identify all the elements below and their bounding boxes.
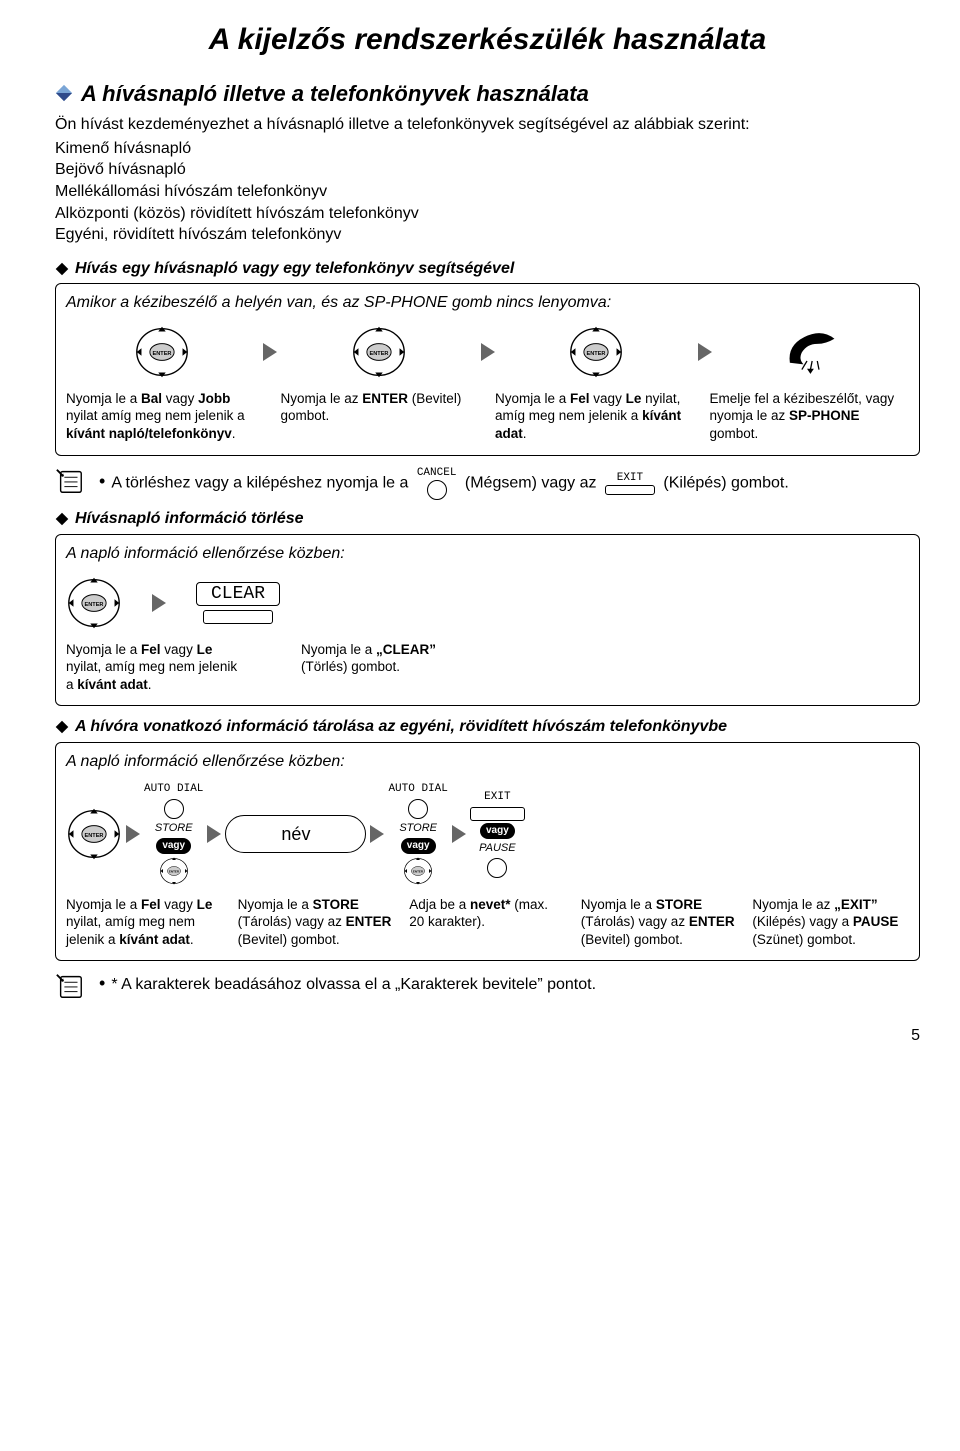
navpad-icon bbox=[154, 856, 194, 886]
navpad-icon bbox=[568, 324, 624, 380]
phonebook-list: Kimenő hívásnapló Bejövő hívásnapló Mell… bbox=[55, 138, 920, 246]
name-entry-oval: név bbox=[225, 815, 366, 853]
list-item: Bejövő hívásnapló bbox=[55, 159, 920, 181]
note-2-text: •* A karakterek beadásához olvassa el a … bbox=[99, 971, 920, 996]
sub-title-3: A hívóra vonatkozó információ tárolása a… bbox=[55, 716, 920, 738]
softkey-blank-icon bbox=[203, 610, 273, 624]
autodial-button-icon bbox=[164, 799, 184, 819]
store-label: STORE bbox=[155, 821, 193, 836]
sub-title-2: Hívásnapló információ törlése bbox=[55, 508, 920, 530]
caption: Nyomja le a Fel vagy Le nyilat, amíg meg… bbox=[495, 390, 695, 443]
caption: Nyomja le a Fel vagy Le nyilat, amíg meg… bbox=[66, 641, 246, 694]
arrow-icon bbox=[698, 343, 712, 361]
diamond-black-icon bbox=[55, 720, 69, 734]
sub-title-1: Hívás egy hívásnapló vagy egy telefonkön… bbox=[55, 258, 920, 280]
note-1-text: •A törléshez vagy a kilépéshez nyomja le… bbox=[99, 466, 920, 501]
or-label: vagy bbox=[401, 838, 436, 854]
step-icons-1 bbox=[66, 324, 909, 380]
autodial-label: AUTO DIAL bbox=[144, 782, 203, 797]
navpad-icon bbox=[66, 806, 122, 862]
section-intro: Ön hívást kezdeményezhet a hívásnapló il… bbox=[55, 114, 920, 136]
procedure-box-1: Amikor a kézibeszélő a helyén van, és az… bbox=[55, 283, 920, 455]
exit-key-icon bbox=[605, 485, 655, 495]
box-head-2: A napló információ ellenőrzése közben: bbox=[66, 543, 909, 565]
caption: Nyomja le az „EXIT” (Kilépés) vagy a PAU… bbox=[752, 896, 909, 949]
cancel-button-icon bbox=[427, 480, 447, 500]
step-captions-3: Nyomja le a Fel vagy Le nyilat, amíg meg… bbox=[66, 896, 909, 949]
sub-title-2-text: Hívásnapló információ törlése bbox=[75, 508, 304, 530]
step-icons-2: CLEAR bbox=[66, 575, 909, 631]
store-label: STORE bbox=[399, 821, 437, 836]
cancel-label: CANCEL bbox=[417, 466, 457, 481]
arrow-icon bbox=[126, 825, 140, 843]
list-item: Egyéni, rövidített hívószám telefonkönyv bbox=[55, 224, 920, 246]
autodial-label: AUTO DIAL bbox=[388, 782, 447, 797]
procedure-box-3: A napló információ ellenőrzése közben: A… bbox=[55, 742, 920, 961]
caption: Nyomja le a „CLEAR” (Törlés) gombot. bbox=[301, 641, 481, 676]
arrow-icon bbox=[263, 343, 277, 361]
list-item: Alközponti (közös) rövidített hívószám t… bbox=[55, 203, 920, 225]
caption: Nyomja le a Bal vagy Jobb nyilat amíg me… bbox=[66, 390, 266, 443]
autodial-button-icon bbox=[408, 799, 428, 819]
exit-key-icon bbox=[470, 807, 525, 821]
arrow-icon bbox=[152, 594, 166, 612]
clear-softkey: CLEAR bbox=[196, 582, 280, 606]
caption: Nyomja le a STORE (Tárolás) vagy az ENTE… bbox=[581, 896, 738, 949]
navpad-icon bbox=[134, 324, 190, 380]
list-item: Mellékállomási hívószám telefonkönyv bbox=[55, 181, 920, 203]
navpad-icon bbox=[66, 575, 122, 631]
pause-button-icon bbox=[487, 858, 507, 878]
caption: Emelje fel a kézibeszélőt, vagy nyomja l… bbox=[710, 390, 910, 443]
list-item: Kimenő hívásnapló bbox=[55, 138, 920, 160]
caption: Nyomja le az ENTER (Bevitel) gombot. bbox=[281, 390, 481, 425]
step-icons-3: AUTO DIAL STORE vagy név AUTO DIAL STORE… bbox=[66, 782, 909, 885]
note-icon bbox=[55, 466, 85, 496]
navpad-icon bbox=[351, 324, 407, 380]
navpad-icon bbox=[398, 856, 438, 886]
arrow-icon bbox=[370, 825, 384, 843]
exit-label: EXIT bbox=[484, 790, 510, 805]
procedure-box-2: A napló információ ellenőrzése közben: C… bbox=[55, 534, 920, 706]
note-2: •* A karakterek beadásához olvassa el a … bbox=[55, 971, 920, 1001]
arrow-icon bbox=[452, 825, 466, 843]
sub-title-3-text: A hívóra vonatkozó információ tárolása a… bbox=[75, 716, 727, 738]
page-number: 5 bbox=[55, 1025, 920, 1047]
note-1: •A törléshez vagy a kilépéshez nyomja le… bbox=[55, 466, 920, 501]
section-title: A hívásnapló illetve a telefonkönyvek ha… bbox=[55, 79, 920, 109]
handset-icon bbox=[783, 328, 843, 376]
note-icon bbox=[55, 971, 85, 1001]
caption: Nyomja le a STORE (Tárolás) vagy az ENTE… bbox=[238, 896, 395, 949]
diamond-black-icon bbox=[55, 512, 69, 526]
box-head-1: Amikor a kézibeszélő a helyén van, és az… bbox=[66, 292, 909, 314]
diamond-color-icon bbox=[55, 84, 73, 102]
box-head-3: A napló információ ellenőrzése közben: bbox=[66, 751, 909, 773]
arrow-icon bbox=[481, 343, 495, 361]
page-title: A kijelzős rendszerkészülék használata bbox=[55, 20, 920, 61]
section-title-text: A hívásnapló illetve a telefonkönyvek ha… bbox=[81, 79, 589, 109]
exit-label: EXIT bbox=[617, 471, 643, 486]
diamond-black-icon bbox=[55, 262, 69, 276]
caption: Adja be a nevet* (max. 20 karakter). bbox=[409, 896, 566, 931]
step-captions-2: Nyomja le a Fel vagy Le nyilat, amíg meg… bbox=[66, 641, 909, 694]
pause-label: PAUSE bbox=[479, 841, 515, 856]
step-captions-1: Nyomja le a Bal vagy Jobb nyilat amíg me… bbox=[66, 390, 909, 443]
sub-title-1-text: Hívás egy hívásnapló vagy egy telefonkön… bbox=[75, 258, 514, 280]
arrow-icon bbox=[207, 825, 221, 843]
or-label: vagy bbox=[156, 838, 191, 854]
caption: Nyomja le a Fel vagy Le nyilat, amíg meg… bbox=[66, 896, 223, 949]
or-label: vagy bbox=[480, 823, 515, 839]
